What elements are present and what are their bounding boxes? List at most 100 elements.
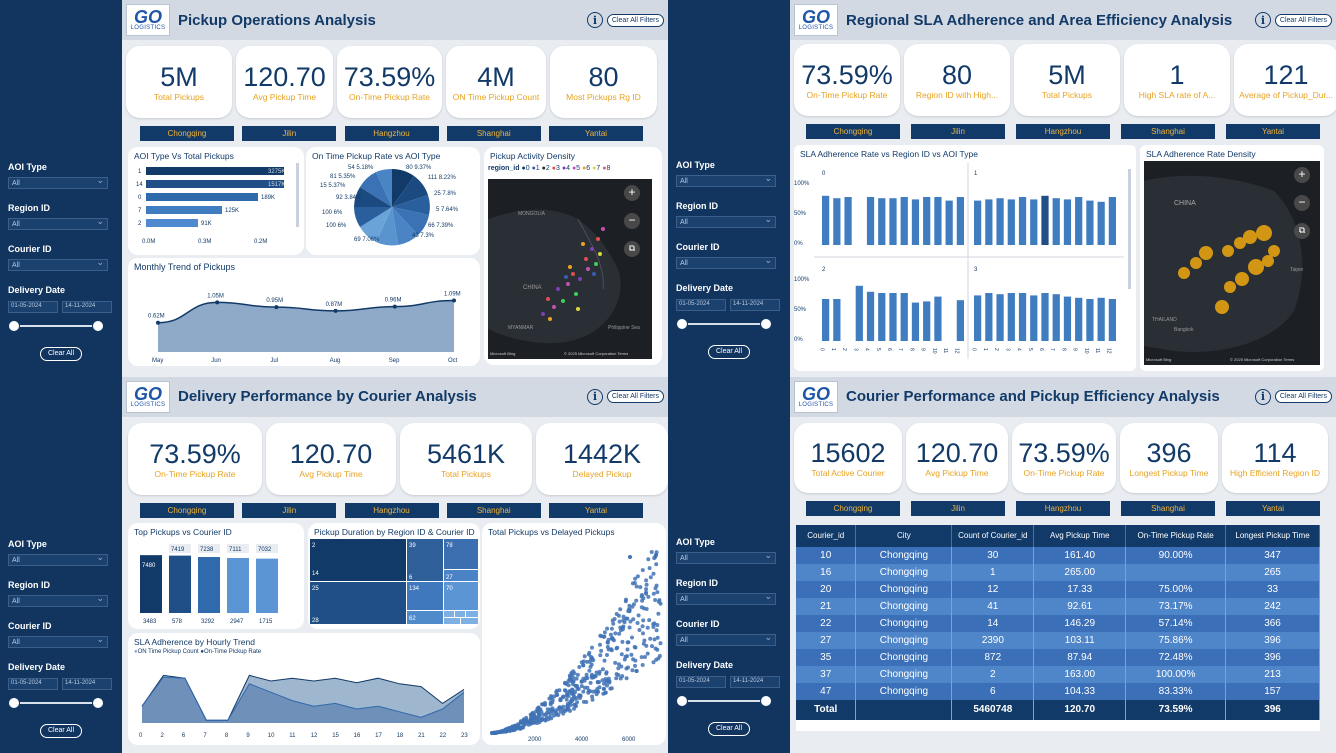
column-header[interactable]: Courier_id [796, 524, 857, 547]
column-header[interactable]: City [855, 524, 953, 547]
slider-end-handle[interactable] [760, 318, 772, 330]
date-to-input[interactable]: 14-11-2024 [62, 301, 112, 313]
city-button[interactable]: Yantai [1226, 500, 1320, 516]
column-header[interactable]: Longest Pickup Time [1225, 524, 1320, 547]
map-canvas[interactable]: CHINA Taipei THAILAND Bangkok Microsoft … [1144, 161, 1320, 365]
sla-density-map-card[interactable]: SLA Adherence Rate Density CHINA Taipei … [1140, 145, 1324, 371]
aoi-type-chart[interactable]: AOI Type Vs Total Pickups 1 3275K 14 1517K… [128, 147, 304, 255]
courier-id-dropdown[interactable]: All [8, 257, 108, 271]
slider-end-handle[interactable] [92, 320, 104, 332]
city-button[interactable]: Yantai [549, 126, 643, 141]
city-button[interactable]: Shanghai [446, 502, 541, 518]
date-to-input[interactable]: 14-11-2024 [730, 675, 780, 688]
select-area-icon[interactable]: ⧉ [1294, 223, 1310, 239]
date-from-input[interactable]: 01-05-2024 [8, 677, 58, 690]
date-from-input[interactable]: 01-05-2024 [676, 675, 726, 688]
clear-all-filters-button[interactable]: Clear All Filters [1274, 390, 1332, 403]
region-id-dropdown[interactable]: All [8, 216, 108, 230]
date-from-input[interactable]: 01-05-2024 [676, 299, 726, 311]
aoi-type-dropdown[interactable]: All [8, 552, 108, 566]
date-range-slider[interactable] [676, 317, 772, 331]
city-button[interactable]: Chongqing [140, 502, 234, 518]
region-id-dropdown[interactable]: All [676, 591, 776, 605]
info-icon[interactable]: i [1254, 12, 1271, 28]
slider-start-handle[interactable] [676, 318, 688, 330]
city-button[interactable]: Jilin [911, 500, 1005, 516]
column-header[interactable]: Count of Courier_id [951, 524, 1035, 547]
scrollbar[interactable] [296, 163, 299, 227]
city-button[interactable]: Chongqing [806, 124, 900, 139]
city-button[interactable]: Jilin [911, 124, 1005, 139]
aoi-type-dropdown[interactable]: All [8, 175, 108, 189]
city-button[interactable]: Jilin [242, 502, 337, 518]
slider-end-handle[interactable] [760, 694, 772, 707]
info-icon[interactable]: i [586, 12, 603, 28]
chart-title: Total Pickups vs Delayed Pickups [488, 526, 615, 537]
courier-id-dropdown[interactable]: All [8, 634, 108, 648]
pickup-density-map-card[interactable]: Pickup Activity Density region_id ●0 ●1 … [484, 147, 662, 365]
slider-start-handle[interactable] [676, 694, 688, 707]
monthly-trend-card[interactable]: Monthly Trend of Pickups 0.62M May 1.05M Ju… [128, 258, 480, 366]
table-row[interactable]: 37 Chongqing 2 163.00 100.00% 213 [796, 665, 1320, 683]
city-button[interactable]: Shanghai [1121, 124, 1215, 139]
info-icon[interactable]: i [586, 388, 603, 405]
date-range-slider[interactable] [8, 696, 104, 710]
courier-id-dropdown[interactable]: All [676, 255, 776, 269]
region-id-dropdown[interactable]: All [8, 593, 108, 607]
table-row[interactable]: 21 Chongqing 41 92.61 73.17% 242 [796, 597, 1320, 615]
table-row[interactable]: 35 Chongqing 872 87.94 72.48% 396 [796, 648, 1320, 666]
clear-all-button[interactable]: Clear All [40, 347, 82, 361]
date-range-slider[interactable] [8, 319, 104, 333]
city-button[interactable]: Chongqing [806, 500, 900, 516]
info-icon[interactable]: i [1254, 388, 1271, 405]
date-range-slider[interactable] [676, 694, 772, 708]
table-row[interactable]: 22 Chongqing 14 146.29 57.14% 366 [796, 614, 1320, 632]
hourly-trend-card[interactable]: SLA Adherence by Hourly Trend ●ON Time P… [128, 632, 480, 745]
city-button[interactable]: Hangzhou [1016, 124, 1110, 139]
slider-start-handle[interactable] [8, 696, 20, 709]
zoom-out-icon[interactable]: − [1294, 195, 1310, 211]
city-button[interactable]: Yantai [549, 502, 643, 518]
courier-table-card[interactable]: Courier_id City Count of Courier_id Avg … [796, 524, 1320, 731]
slider-end-handle[interactable] [92, 696, 104, 709]
aoi-type-dropdown[interactable]: All [676, 550, 776, 564]
clear-all-button[interactable]: Clear All [708, 345, 750, 359]
city-button[interactable]: Chongqing [140, 126, 234, 141]
sla-small-multiples-card[interactable]: SLA Adherence Rate vs Region ID vs AOI T… [794, 145, 1136, 371]
table-row[interactable]: 20 Chongqing 12 17.33 75.00% 33 [796, 580, 1320, 598]
treemap-card[interactable]: Pickup Duration by Region ID & Courier I… [308, 522, 480, 629]
city-button[interactable]: Yantai [1226, 124, 1320, 139]
city-button[interactable]: Hangzhou [344, 502, 439, 518]
date-to-input[interactable]: 14-11-2024 [730, 299, 780, 311]
clear-all-button[interactable]: Clear All [708, 721, 750, 736]
table-row[interactable]: 27 Chongqing 2390 103.11 75.86% 396 [796, 631, 1320, 649]
slider-start-handle[interactable] [8, 320, 20, 332]
table-row[interactable]: 10 Chongqing 30 161.40 90.00% 347 [796, 546, 1320, 564]
zoom-in-icon[interactable]: + [624, 185, 640, 201]
table-row[interactable]: 16 Chongqing 1 265.00 265 [796, 563, 1320, 581]
city-button[interactable]: Hangzhou [344, 126, 439, 141]
select-area-icon[interactable]: ⧉ [624, 241, 640, 257]
clear-all-filters-button[interactable]: Clear All Filters [1274, 13, 1332, 27]
city-button[interactable]: Hangzhou [1016, 500, 1110, 516]
scatter-card[interactable]: Total Pickups vs Delayed Pickups 2000 400… [482, 522, 666, 745]
date-from-input[interactable]: 01-05-2024 [8, 301, 58, 313]
region-id-dropdown[interactable]: All [676, 214, 776, 228]
map-canvas[interactable]: MONGOLIA CHINA MYANMAR Philippine Sea Mi… [488, 179, 652, 359]
clear-all-filters-button[interactable]: Clear All Filters [606, 13, 664, 27]
column-header[interactable]: On-Time Pickup Rate [1125, 524, 1227, 547]
courier-id-dropdown[interactable]: All [676, 632, 776, 646]
table-row[interactable]: 47 Chongqing 6 104.33 83.33% 157 [796, 682, 1320, 700]
aoi-type-dropdown[interactable]: All [676, 173, 776, 187]
city-button[interactable]: Shanghai [446, 126, 541, 141]
zoom-in-icon[interactable]: + [1294, 167, 1310, 183]
city-button[interactable]: Jilin [242, 126, 337, 141]
city-button[interactable]: Shanghai [1121, 500, 1215, 516]
zoom-out-icon[interactable]: − [624, 213, 640, 229]
pie-chart-card[interactable]: On Time Pickup Rate vs AOI Type 54 5.18%… [306, 147, 480, 255]
date-to-input[interactable]: 14-11-2024 [62, 677, 112, 690]
clear-all-filters-button[interactable]: Clear All Filters [606, 390, 664, 403]
column-header[interactable]: Avg Pickup Time [1033, 524, 1127, 547]
top-pickups-card[interactable]: Top Pickups vs Courier ID 7480 3483 7419 57… [128, 522, 304, 629]
clear-all-button[interactable]: Clear All [40, 723, 82, 738]
